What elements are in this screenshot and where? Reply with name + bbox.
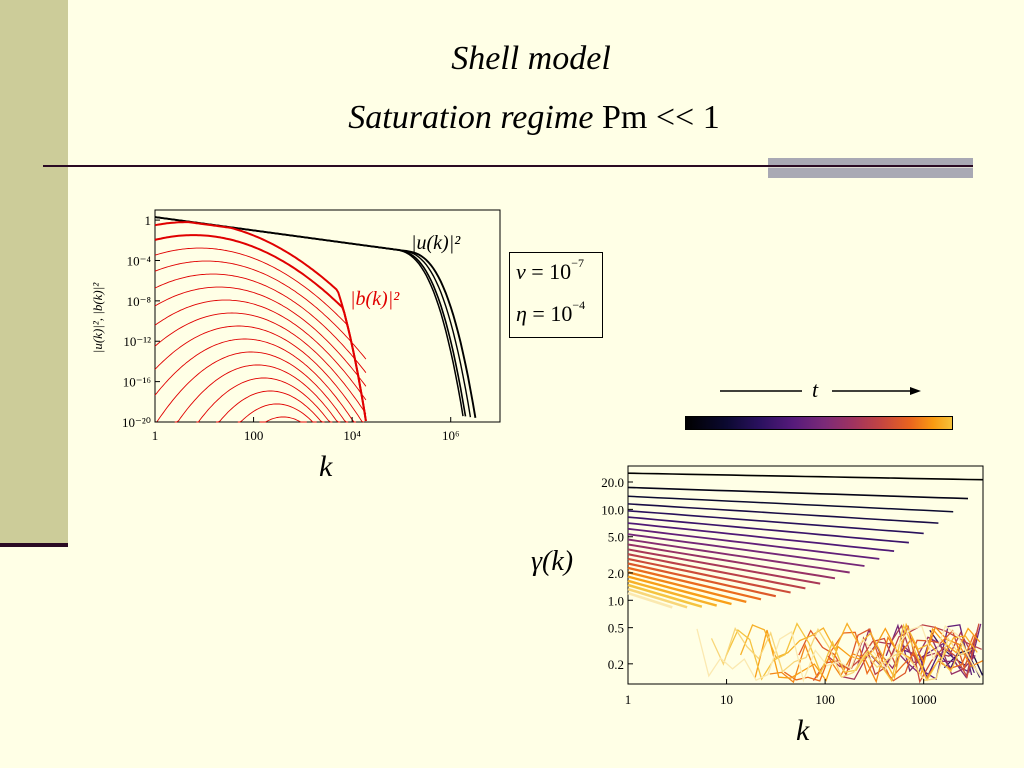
gamma-line	[627, 522, 895, 552]
gamma-line	[627, 591, 673, 609]
gamma-line	[627, 553, 806, 590]
y-tick-label: 0.2	[608, 657, 624, 672]
b-spectrum-line	[174, 364, 341, 423]
b-spectrum-line	[237, 403, 317, 423]
y-tick-label: 10⁻⁸	[127, 294, 152, 309]
parameters-box: ν = 10−7 η = 10−4	[509, 252, 603, 338]
gamma-line	[627, 509, 924, 535]
gamma-line	[627, 557, 791, 594]
b-spectrum-line	[196, 377, 333, 423]
gamma-tail-line	[754, 627, 981, 682]
spectrum-ylabel: |u(k)|², |b(k)|²	[90, 282, 105, 354]
y-tick-label: 10⁻¹²	[123, 334, 151, 349]
x-tick-label: 10⁴	[343, 428, 361, 443]
y-tick-label: 10⁻²⁰	[122, 415, 151, 430]
gamma-line	[627, 472, 983, 481]
x-tick-label: 10⁶	[442, 428, 460, 443]
nu-exponent: −7	[571, 255, 584, 270]
gamma-ticks: 1 10 100 1000 20.0 10.0 5.0 2.0 1.0 0.5 0.2	[601, 475, 936, 707]
slide-subtitle: Saturation regime Pm << 1	[0, 99, 1024, 137]
gamma-line	[627, 566, 762, 601]
b-spectrum-line	[154, 247, 367, 422]
b-spectrum-line	[154, 286, 367, 387]
time-label: t	[812, 377, 819, 402]
x-tick-label: 1	[625, 692, 632, 707]
time-colorbar	[685, 416, 953, 430]
sidebar-rule	[0, 543, 68, 547]
gamma-line	[627, 562, 777, 598]
time-arrow-head	[910, 387, 921, 395]
b-spectrum-line	[154, 325, 365, 423]
gamma-xlabel: k	[796, 714, 810, 747]
gamma-tail-line	[739, 622, 978, 680]
x-tick-label: 100	[815, 692, 835, 707]
y-tick-label: 0.5	[608, 621, 624, 636]
gamma-line	[627, 571, 747, 604]
y-tick-label: 2.0	[608, 566, 624, 581]
eta-exponent: −4	[572, 297, 586, 312]
gamma-line	[627, 516, 909, 544]
gamma-frame	[627, 465, 984, 685]
gamma-line	[627, 548, 821, 585]
gamma-tail-line	[710, 627, 972, 682]
spectrum-frame	[154, 209, 501, 423]
gamma-line	[627, 533, 865, 567]
spectrum-xlabel: k	[319, 450, 333, 483]
gamma-line	[627, 527, 880, 560]
gamma-tail-line	[783, 631, 975, 682]
subtitle-italic: Saturation regime	[348, 99, 594, 136]
gamma-curves	[627, 472, 984, 684]
eta-value: = 10	[532, 301, 573, 326]
b-spectrum-line	[154, 312, 367, 415]
y-tick-label: 10⁻¹⁶	[123, 375, 151, 390]
b-spectrum-line	[154, 299, 367, 401]
y-tick-label: 5.0	[608, 530, 624, 545]
y-tick-label: 1.0	[608, 593, 624, 608]
gamma-ylabel: γ(k)	[531, 546, 574, 577]
gamma-tail-line	[696, 625, 982, 683]
subtitle-rest: Pm << 1	[593, 99, 720, 136]
x-tick-label: 10	[720, 692, 733, 707]
u-series-label: |u(k)|²	[411, 232, 461, 254]
gamma-line	[627, 538, 850, 574]
header-rule	[43, 165, 973, 167]
y-tick-label: 10⁻⁴	[127, 253, 152, 268]
x-tick-label: 1000	[911, 692, 937, 707]
gamma-line	[627, 486, 969, 500]
gamma-line	[627, 575, 732, 606]
x-tick-label: 1	[152, 428, 159, 443]
b-spectrum-line	[154, 234, 367, 422]
y-tick-label: 20.0	[601, 475, 624, 490]
gamma-line	[627, 583, 703, 608]
b-spectrum-line	[259, 416, 307, 423]
b-spectrum-line	[154, 351, 349, 423]
b-spectrum-line	[154, 338, 357, 423]
eta-symbol: η	[516, 301, 527, 326]
sidebar-band	[0, 0, 68, 546]
y-tick-label: 1	[145, 213, 152, 228]
y-tick-label: 10.0	[601, 502, 624, 517]
gamma-line	[627, 579, 718, 607]
x-tick-label: 100	[244, 428, 264, 443]
b-spectrum-line	[154, 260, 367, 360]
nu-symbol: ν	[516, 259, 526, 284]
spectrum-curves	[154, 216, 477, 423]
nu-param: ν = 10−7	[516, 255, 584, 285]
b-spectrum-line	[154, 273, 367, 373]
spectrum-ticks: 1 100 10⁴ 10⁶ 1 10⁻⁴ 10⁻⁸ 10⁻¹² 10⁻¹⁶ 10⁻²⁰	[122, 213, 459, 443]
gamma-line	[627, 495, 954, 513]
b-series-label: |b(k)|²	[350, 288, 400, 310]
gamma-line	[627, 503, 939, 524]
gamma-tail-line	[725, 622, 975, 683]
b-spectrum-line	[154, 221, 367, 422]
slide-title: Shell model	[451, 40, 611, 77]
nu-value: = 10	[531, 259, 572, 284]
gamma-line	[627, 543, 836, 580]
b-spectrum-line	[216, 390, 325, 423]
gamma-line	[627, 587, 688, 609]
eta-param: η = 10−4	[516, 297, 586, 327]
